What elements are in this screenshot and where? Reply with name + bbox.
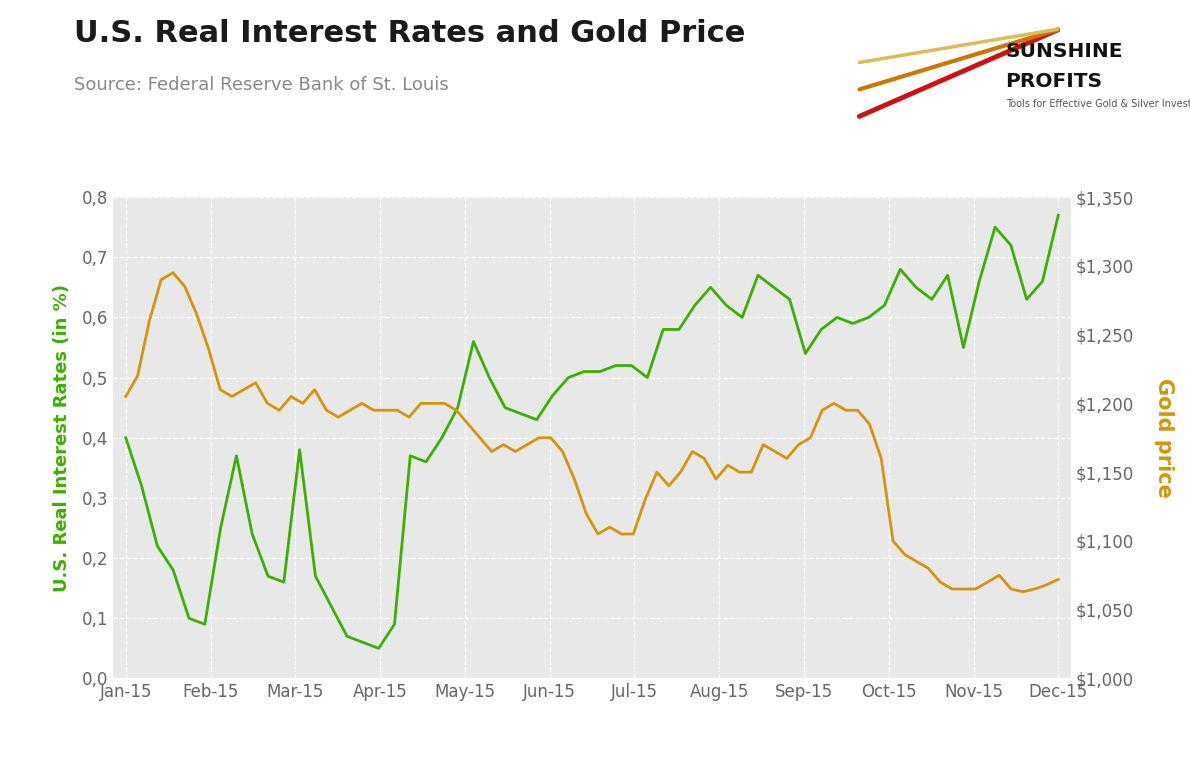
Y-axis label: U.S. Real Interest Rates (in %): U.S. Real Interest Rates (in %) bbox=[52, 283, 70, 592]
Text: U.S. Real Interest Rates and Gold Price: U.S. Real Interest Rates and Gold Price bbox=[74, 19, 745, 48]
Text: PROFITS: PROFITS bbox=[1006, 72, 1103, 91]
Text: Source: Federal Reserve Bank of St. Louis: Source: Federal Reserve Bank of St. Loui… bbox=[74, 76, 449, 94]
Text: SUNSHINE: SUNSHINE bbox=[1006, 42, 1123, 61]
Text: Tools for Effective Gold & Silver Investments: Tools for Effective Gold & Silver Invest… bbox=[1006, 99, 1190, 108]
Y-axis label: Gold price: Gold price bbox=[1153, 377, 1173, 498]
